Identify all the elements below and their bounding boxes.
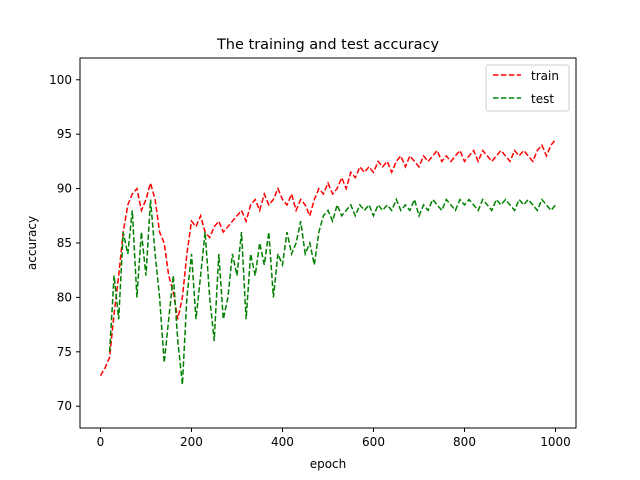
y-tick-label: 100 (49, 73, 72, 87)
x-tick-label: 600 (362, 435, 385, 449)
x-tick-label: 0 (97, 435, 105, 449)
test-series-line (108, 197, 557, 385)
x-tick-label: 400 (271, 435, 294, 449)
legend-train-label: train (531, 69, 559, 83)
y-tick-label: 75 (57, 345, 72, 359)
x-tick-label: 200 (180, 435, 203, 449)
y-tick-label: 85 (57, 236, 72, 250)
legend-test-label: test (531, 92, 554, 106)
legend-box (485, 64, 570, 112)
legend: train test (485, 64, 570, 112)
x-axis: 0 200 400 600 800 1000 (97, 428, 571, 449)
x-axis-title: epoch (310, 457, 347, 471)
y-axis: 70 75 80 85 90 95 100 (49, 73, 80, 413)
y-tick-label: 80 (57, 290, 72, 304)
y-tick-label: 70 (57, 399, 72, 413)
y-axis-title: accuracy (25, 216, 39, 270)
chart-title: The training and test accuracy (216, 37, 440, 53)
y-tick-label: 95 (57, 127, 72, 141)
y-tick-label: 90 (57, 182, 72, 196)
x-tick-label: 1000 (540, 435, 571, 449)
x-tick-label: 800 (453, 435, 476, 449)
series-layer (99, 139, 557, 385)
